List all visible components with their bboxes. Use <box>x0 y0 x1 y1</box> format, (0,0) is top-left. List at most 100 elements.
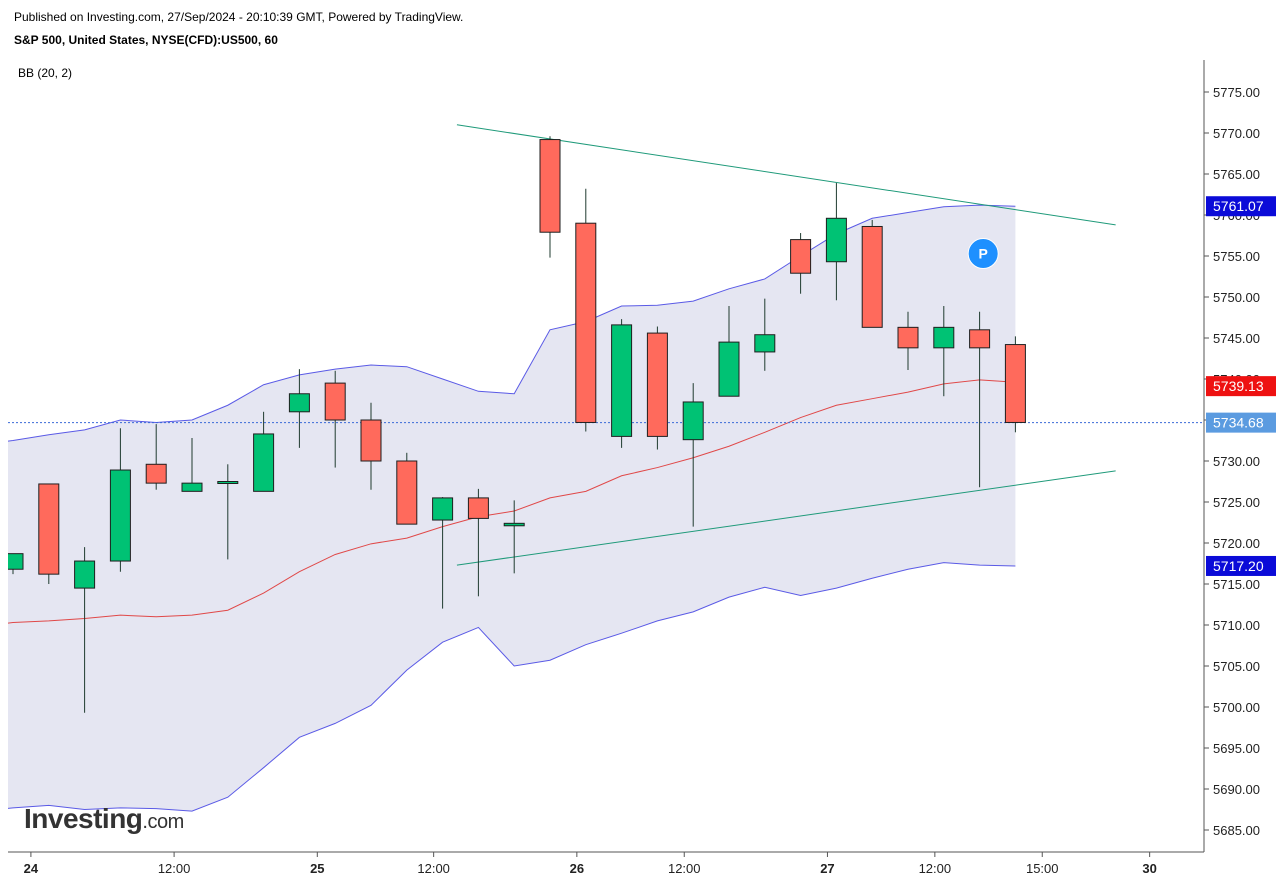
price-label-box <box>1206 555 1276 576</box>
candle-20 <box>718 306 740 397</box>
x-tick-label: 30 <box>1142 861 1156 876</box>
candle-body <box>754 334 776 353</box>
candle-10 <box>360 402 382 490</box>
y-tick-label: 5690.00 <box>1213 782 1260 797</box>
candle-body <box>74 560 96 589</box>
marker-label: P <box>979 246 988 262</box>
axes: 5685.00 5690.00 5695.00 5700.00 5705.00 5710.… <box>8 60 1260 876</box>
candle-body <box>145 463 167 484</box>
x-tick-label: 26 <box>570 861 584 876</box>
candle-body <box>503 522 525 527</box>
candle-body <box>969 329 991 349</box>
x-tick-label: 12:00 <box>919 861 952 876</box>
logo-main: Investing <box>24 803 143 834</box>
plot-area: P <box>8 124 1204 812</box>
investing-logo: Investing.com <box>24 803 184 835</box>
x-tick-label: 15:00 <box>1026 861 1059 876</box>
bollinger-basis-line <box>8 379 1016 624</box>
candle-body <box>1004 344 1026 423</box>
candle-body <box>396 460 418 525</box>
candle-11 <box>396 452 418 525</box>
price-label-text: 5739.13 <box>1213 378 1264 394</box>
candle-body <box>897 326 919 349</box>
candle-18 <box>646 326 668 450</box>
candle-17 <box>611 319 633 448</box>
candle-23 <box>825 183 847 301</box>
candle-1 <box>38 483 60 584</box>
publish-line: Published on Investing.com, 27/Sep/2024 … <box>14 10 464 24</box>
x-tick-label: 12:00 <box>417 861 450 876</box>
x-tick-label: 27 <box>820 861 834 876</box>
candle-7 <box>253 411 275 492</box>
y-tick-label: 5745.00 <box>1213 331 1260 346</box>
candle-28 <box>1004 336 1026 433</box>
price-label-text: 5761.07 <box>1213 198 1264 214</box>
price-label-box <box>1206 196 1276 217</box>
x-tick-label: 12:00 <box>668 861 701 876</box>
y-tick-label: 5765.00 <box>1213 167 1260 182</box>
candle-26 <box>933 306 955 397</box>
indicator-label: BB (20, 2) <box>18 66 73 80</box>
candle-body <box>360 419 382 462</box>
price-label-box <box>1206 412 1276 433</box>
candle-body <box>575 222 597 423</box>
y-tick-label: 5705.00 <box>1213 659 1260 674</box>
y-tick-label: 5755.00 <box>1213 249 1260 264</box>
candle-9 <box>324 370 346 468</box>
candle-12 <box>432 497 454 609</box>
candle-3 <box>109 428 131 572</box>
x-tick-label: 12:00 <box>158 861 191 876</box>
candle-8 <box>288 369 310 448</box>
candle-15 <box>539 136 561 258</box>
bollinger-band-fill <box>8 205 1016 812</box>
candle-0 <box>8 553 24 575</box>
x-tick-label: 25 <box>310 861 324 876</box>
y-tick-label: 5720.00 <box>1213 536 1260 551</box>
candle-body <box>38 483 60 575</box>
candle-body <box>682 401 704 441</box>
candle-body <box>181 482 203 492</box>
price-label-text: 5717.20 <box>1213 558 1264 574</box>
candle-16 <box>575 188 597 432</box>
y-tick-label: 5700.00 <box>1213 700 1260 715</box>
candle-body <box>861 225 883 328</box>
candle-27 <box>969 311 991 488</box>
candle-4 <box>145 424 167 490</box>
y-tick-label: 5775.00 <box>1213 85 1260 100</box>
candle-body <box>539 139 561 233</box>
candle-body <box>825 217 847 263</box>
x-tick-label: 24 <box>24 861 39 876</box>
candle-body <box>467 497 489 519</box>
candle-21 <box>754 298 776 371</box>
price-label-text: 5734.68 <box>1213 415 1264 431</box>
candle-body <box>8 553 24 570</box>
price-labels: 5761.07 5739.13 5734.68 5717.20 <box>1206 196 1276 576</box>
candle-body <box>790 239 812 274</box>
candle-body <box>288 393 310 413</box>
price-label-box <box>1206 376 1276 397</box>
candle-2 <box>74 547 96 713</box>
marker-circle <box>967 238 999 270</box>
y-tick-label: 5710.00 <box>1213 618 1260 633</box>
candle-body <box>324 382 346 421</box>
bollinger-lower-line <box>8 562 1016 812</box>
candle-6 <box>217 464 239 560</box>
upper-trendline <box>456 124 1116 226</box>
candle-22 <box>790 233 812 294</box>
candle-body <box>217 481 239 484</box>
candle-body <box>933 326 955 349</box>
y-tick-label: 5725.00 <box>1213 495 1260 510</box>
candle-body <box>718 341 740 397</box>
symbol-title: S&P 500, United States, NYSE(CFD):US500,… <box>14 33 278 47</box>
y-tick-label: 5750.00 <box>1213 290 1260 305</box>
candle-5 <box>181 438 203 492</box>
candle-13 <box>467 488 489 597</box>
logo-suffix: .com <box>142 811 184 833</box>
y-tick-label: 5685.00 <box>1213 823 1260 838</box>
candle-25 <box>897 311 919 370</box>
y-tick-label: 5770.00 <box>1213 126 1260 141</box>
candle-body <box>253 433 275 492</box>
candle-body <box>109 469 131 562</box>
